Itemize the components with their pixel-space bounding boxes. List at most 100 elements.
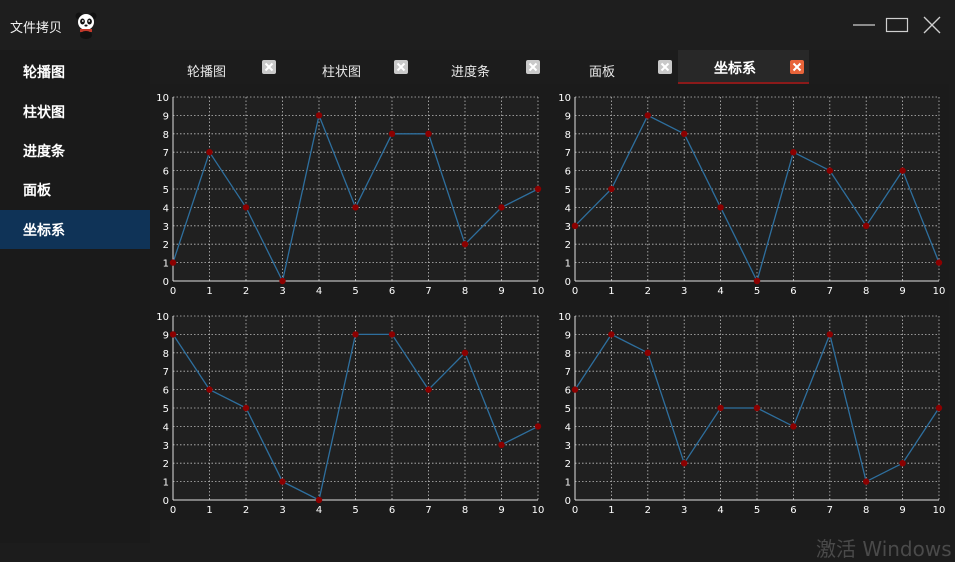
sidebar-item-label: 柱状图: [23, 105, 65, 121]
close-icon[interactable]: [394, 60, 408, 74]
data-point[interactable]: [498, 204, 505, 211]
y-tick-label: 3: [163, 441, 169, 452]
data-point[interactable]: [169, 331, 177, 338]
coordinate-chart-3: 0 1 2 3 4 5 6 7 8 9 10 0 1 2 3 4 5 6 7 8 9 10: [156, 312, 544, 516]
data-point[interactable]: [571, 386, 579, 393]
tab-carousel[interactable]: 轮播图: [160, 50, 285, 84]
data-point[interactable]: [681, 460, 688, 467]
data-point[interactable]: [206, 149, 213, 156]
minimize-icon[interactable]: [851, 12, 877, 38]
sidebar-item-progress[interactable]: 进度条: [0, 131, 150, 170]
data-point[interactable]: [279, 277, 286, 285]
close-icon[interactable]: [526, 60, 540, 74]
close-icon[interactable]: [262, 60, 276, 74]
sidebar-item-label: 轮播图: [23, 65, 65, 81]
maximize-icon[interactable]: [884, 12, 910, 38]
x-tick-label: 2: [243, 505, 249, 516]
tab-label: 面板: [589, 65, 616, 80]
data-point[interactable]: [315, 112, 323, 119]
data-point[interactable]: [279, 478, 286, 485]
y-tick-label: 2: [163, 240, 169, 251]
x-tick-label: 10: [532, 286, 545, 297]
title-bar: 文件拷贝: [0, 0, 955, 50]
x-tick-label: 2: [645, 505, 651, 516]
data-point[interactable]: [790, 423, 797, 430]
y-tick-label: 3: [565, 222, 571, 233]
data-point[interactable]: [717, 404, 724, 412]
y-tick-label: 8: [565, 130, 571, 141]
data-point[interactable]: [753, 277, 761, 285]
data-point[interactable]: [461, 241, 469, 248]
sidebar-item-coordinate[interactable]: 坐标系: [0, 210, 150, 249]
data-point[interactable]: [681, 130, 688, 137]
sidebar-item-bar-chart[interactable]: 柱状图: [0, 92, 150, 131]
x-tick-label: 3: [279, 286, 285, 297]
tab-bar-chart[interactable]: 柱状图: [290, 50, 415, 84]
tab-label: 柱状图: [322, 65, 362, 80]
y-tick-label: 2: [565, 240, 571, 251]
x-tick-label: 10: [933, 505, 946, 516]
tab-progress[interactable]: 进度条: [420, 50, 550, 84]
sidebar-item-label: 坐标系: [23, 223, 65, 239]
data-point[interactable]: [352, 331, 359, 338]
y-tick-label: 10: [558, 93, 571, 104]
data-point[interactable]: [425, 130, 432, 137]
data-point[interactable]: [863, 222, 870, 229]
coordinate-panel: 0 1 2 3 4 5 6 7 8 9 10 0 1 2 3 4 5 6 7 8 9 10 0 1 2 3 4 5 6 7 8 9 10 0 1 2 3…: [150, 84, 949, 520]
x-tick-label: 1: [608, 286, 614, 297]
data-point[interactable]: [644, 349, 651, 356]
data-point[interactable]: [899, 460, 906, 467]
data-point[interactable]: [863, 478, 870, 485]
data-point[interactable]: [571, 222, 579, 229]
data-point[interactable]: [753, 404, 761, 412]
data-point[interactable]: [388, 331, 396, 338]
x-tick-label: 7: [827, 286, 833, 297]
x-tick-label: 3: [681, 505, 687, 516]
y-tick-label: 0: [565, 277, 571, 288]
data-point[interactable]: [206, 386, 213, 393]
sidebar-item-carousel[interactable]: 轮播图: [0, 52, 150, 91]
close-icon[interactable]: [658, 60, 672, 74]
data-point[interactable]: [242, 204, 250, 211]
data-point[interactable]: [790, 149, 797, 156]
data-point[interactable]: [352, 204, 359, 211]
data-point[interactable]: [425, 386, 432, 393]
close-icon[interactable]: [919, 12, 945, 38]
data-point[interactable]: [461, 349, 469, 356]
data-point[interactable]: [608, 185, 615, 193]
tab-label: 进度条: [451, 65, 491, 80]
x-tick-label: 6: [389, 505, 395, 516]
data-point[interactable]: [935, 404, 943, 412]
data-point[interactable]: [315, 496, 323, 504]
close-icon[interactable]: [790, 60, 804, 74]
tab-panel[interactable]: 面板: [555, 50, 678, 84]
x-tick-label: 8: [863, 505, 869, 516]
y-tick-label: 5: [565, 404, 571, 415]
y-tick-label: 10: [156, 312, 169, 323]
data-point[interactable]: [717, 204, 724, 211]
y-tick-label: 4: [163, 422, 169, 433]
data-point[interactable]: [534, 185, 542, 193]
data-point[interactable]: [826, 167, 833, 174]
data-point[interactable]: [608, 331, 615, 338]
data-point[interactable]: [498, 441, 505, 448]
tab-coordinate[interactable]: 坐标系: [678, 50, 809, 84]
sidebar-item-panel[interactable]: 面板: [0, 170, 150, 209]
y-tick-label: 1: [565, 259, 571, 270]
x-tick-label: 5: [352, 286, 358, 297]
data-point[interactable]: [899, 167, 906, 174]
data-point[interactable]: [935, 259, 943, 266]
data-point[interactable]: [242, 404, 250, 412]
tab-label: 坐标系: [714, 61, 756, 77]
x-tick-label: 6: [790, 505, 796, 516]
coordinate-chart-1: 0 1 2 3 4 5 6 7 8 9 10 0 1 2 3 4 5 6 7 8 9 10: [156, 93, 544, 297]
y-tick-label: 9: [163, 330, 169, 341]
data-point[interactable]: [169, 259, 177, 266]
data-point[interactable]: [826, 331, 833, 338]
watermark: 激活 Windows: [816, 537, 952, 561]
data-point[interactable]: [388, 130, 396, 137]
y-tick-label: 5: [163, 185, 169, 196]
data-point[interactable]: [534, 423, 542, 430]
y-tick-label: 4: [565, 203, 571, 214]
data-point[interactable]: [644, 112, 651, 119]
